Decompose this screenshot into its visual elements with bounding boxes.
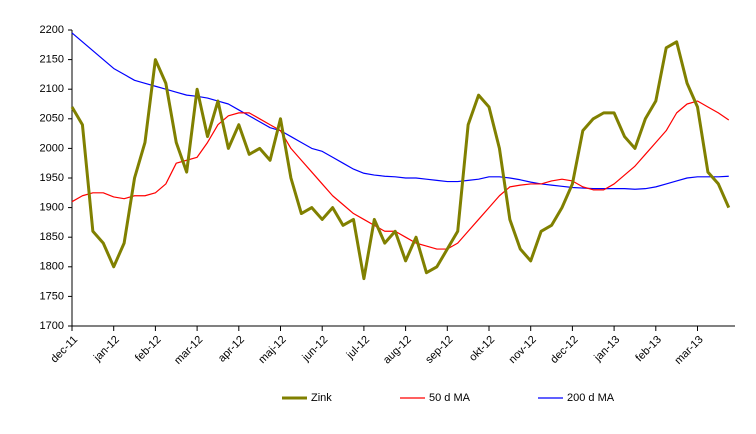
legend-label: Zink xyxy=(311,392,332,404)
x-tick-label: jun-12 xyxy=(300,334,331,365)
y-tick-label: 2050 xyxy=(40,113,64,125)
series-line xyxy=(70,40,731,281)
x-tick-label: dec-12 xyxy=(548,334,580,366)
y-tick-label: 1750 xyxy=(40,290,64,302)
x-tick-label: feb-13 xyxy=(633,334,664,365)
x-tick-label: jan-12 xyxy=(91,334,122,365)
y-tick-label: 1850 xyxy=(40,231,64,243)
y-tick-label: 1950 xyxy=(40,172,64,184)
x-tick-label: mar-13 xyxy=(673,334,706,367)
y-tick-label: 1700 xyxy=(40,320,64,332)
x-tick-label: mar-12 xyxy=(172,334,205,367)
x-tick-label: feb-12 xyxy=(133,334,164,365)
legend-label: 200 d MA xyxy=(567,392,615,404)
series-line xyxy=(71,32,729,190)
x-tick-label: jan-13 xyxy=(591,334,622,365)
x-tick-label: jul-12 xyxy=(344,334,372,362)
y-tick-label: 2200 xyxy=(40,24,64,36)
series-line xyxy=(71,100,730,250)
x-tick-label: sep-12 xyxy=(423,334,455,366)
y-tick-label: 2100 xyxy=(40,83,64,95)
x-tick-label: okt-12 xyxy=(467,334,497,364)
x-tick-label: nov-12 xyxy=(507,334,539,366)
y-tick-label: 1900 xyxy=(40,202,64,214)
x-tick-label: dec-11 xyxy=(48,334,80,366)
x-tick-label: aug-12 xyxy=(381,334,414,367)
y-tick-label: 2000 xyxy=(40,142,64,154)
x-tick-label: maj-12 xyxy=(256,334,288,366)
y-tick-label: 1800 xyxy=(40,261,64,273)
y-tick-label: 2150 xyxy=(40,54,64,66)
legend-label: 50 d MA xyxy=(429,392,471,404)
x-tick-label: apr-12 xyxy=(216,334,247,365)
